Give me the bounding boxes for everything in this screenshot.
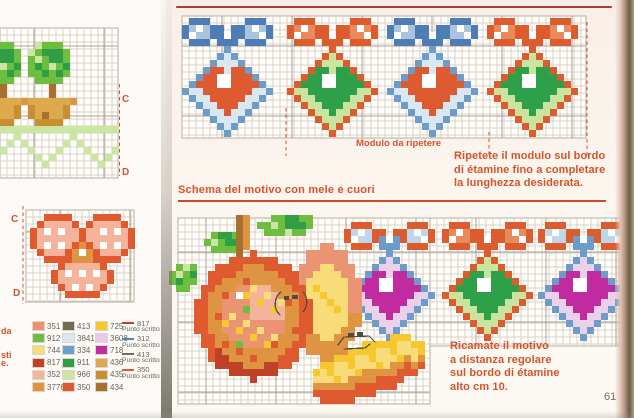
legend-column: 351 912 744 817 352 3776 [32, 320, 65, 393]
color-swatch [95, 333, 108, 344]
color-code: 744 [47, 345, 61, 355]
color-swatch [32, 333, 45, 344]
color-code: 434 [110, 382, 124, 392]
color-code: 911 [77, 358, 90, 368]
legend-entry: 334 [62, 344, 95, 356]
svg-text:D: D [122, 167, 129, 178]
color-code: 350 [77, 382, 91, 392]
color-swatch [95, 357, 108, 368]
color-code: 351 [47, 321, 61, 331]
top-rule [176, 6, 612, 8]
color-swatch [62, 369, 75, 380]
color-swatch [62, 333, 75, 344]
color-code: 3608 [110, 333, 128, 343]
svg-text:D: D [13, 288, 20, 299]
color-code: 912 [47, 333, 61, 343]
color-code: 352 [47, 370, 61, 380]
legend-entry: 352 [32, 369, 65, 381]
color-code: 966 [77, 370, 91, 380]
gingham-bow-chart: CD [11, 206, 135, 304]
stitch-legend-entry: 350 Punto scritto [122, 365, 168, 381]
legend-entry: 3776 [32, 381, 65, 393]
color-code: 718 [110, 345, 124, 355]
legend-entry: 3608 [95, 332, 128, 344]
stitch-type-label: Punto scritto [122, 357, 160, 364]
stitch-type-label: Punto scritto [122, 326, 160, 333]
stitch-line-swatch [122, 353, 134, 355]
legend-entry: 911 [62, 357, 95, 369]
repeat-note: Ripetete il modulo sul bordo di étamine … [454, 150, 606, 189]
book-edge [615, 0, 634, 418]
color-code: 3841 [77, 333, 95, 343]
cut-text-fragment: da [1, 326, 12, 336]
color-swatch [62, 345, 75, 356]
page-number: 61 [604, 391, 617, 403]
stitch-line-swatch [122, 322, 134, 324]
color-swatch [32, 321, 45, 332]
legend-entry: 718 [95, 344, 128, 356]
section-title: Schema del motivo con mele e cuori [178, 184, 375, 196]
scan-bottom-shadow [0, 411, 634, 418]
color-code: 725 [110, 321, 124, 331]
legend-entry: 351 [32, 320, 65, 332]
stitch-legend-entry: 413 Punto scritto [122, 349, 168, 365]
color-swatch [62, 321, 75, 332]
legend-entry: 434 [95, 381, 128, 393]
color-swatch [62, 357, 75, 368]
legend-entry: 817 [32, 357, 65, 369]
legend-entry: 725 [95, 320, 128, 332]
legend-column: 413 3841 334 911 966 350 [62, 320, 95, 393]
stitch-legend-entry: 312 Punto scritto [122, 334, 168, 350]
cut-text-fragment: e. [1, 358, 9, 368]
color-swatch [95, 369, 108, 380]
stitch-color-code: 350 [137, 365, 150, 374]
stitch-color-code: 312 [137, 334, 150, 343]
topiary-border-chart: CD [0, 27, 129, 179]
color-code: 3776 [47, 382, 65, 392]
color-swatch [62, 382, 75, 393]
legend-entry: 3841 [62, 332, 95, 344]
legend-entry: 966 [62, 369, 95, 381]
module-caption: Modulo da ripetere [356, 138, 441, 149]
color-swatch [32, 345, 45, 356]
color-swatch [95, 382, 108, 393]
legend-column: 725 3608 718 436 435 434 [95, 320, 128, 393]
color-swatch [32, 357, 45, 368]
color-swatch [95, 345, 108, 356]
section-title-rule [178, 200, 606, 202]
svg-text:C: C [122, 94, 129, 105]
color-swatch [32, 382, 45, 393]
legend-entry: 744 [32, 344, 65, 356]
color-code: 334 [77, 345, 91, 355]
stitch-note: Ricamate il motivo a distanza regolare s… [450, 340, 560, 393]
stitch-line-swatch [122, 368, 134, 371]
color-legend: 351 912 744 817 352 3776 413 3841 334 911 966 350 72… [30, 318, 168, 400]
page-gutter-shadow [161, 0, 172, 418]
color-swatch [95, 321, 108, 332]
apple-and-hearts-chart [169, 215, 631, 405]
stitch-legend-column: 817 Punto scritto 312 Punto scritto 413 Punto… [122, 318, 168, 382]
stitch-legend-entry: 817 Punto scritto [122, 318, 168, 334]
legend-entry: 413 [62, 320, 95, 332]
cut-text-fragment: sti [1, 350, 12, 360]
color-code: 435 [110, 370, 124, 380]
legend-entry: 435 [95, 369, 128, 381]
color-swatch [32, 369, 45, 380]
stitch-color-code: 817 [137, 318, 150, 328]
stitch-color-code: 413 [137, 349, 150, 359]
legend-entry: 436 [95, 357, 128, 369]
stitch-type-label: Punto scritto [122, 372, 160, 380]
legend-entry: 350 [62, 381, 95, 393]
color-code: 817 [47, 358, 61, 368]
stitch-line-swatch [122, 337, 134, 340]
svg-text:C: C [11, 214, 18, 225]
stitch-type-label: Punto scritto [122, 341, 160, 349]
color-code: 436 [110, 358, 124, 368]
heart-ornament-border-chart [181, 15, 588, 156]
color-code: 413 [77, 321, 91, 331]
legend-entry: 912 [32, 332, 65, 344]
